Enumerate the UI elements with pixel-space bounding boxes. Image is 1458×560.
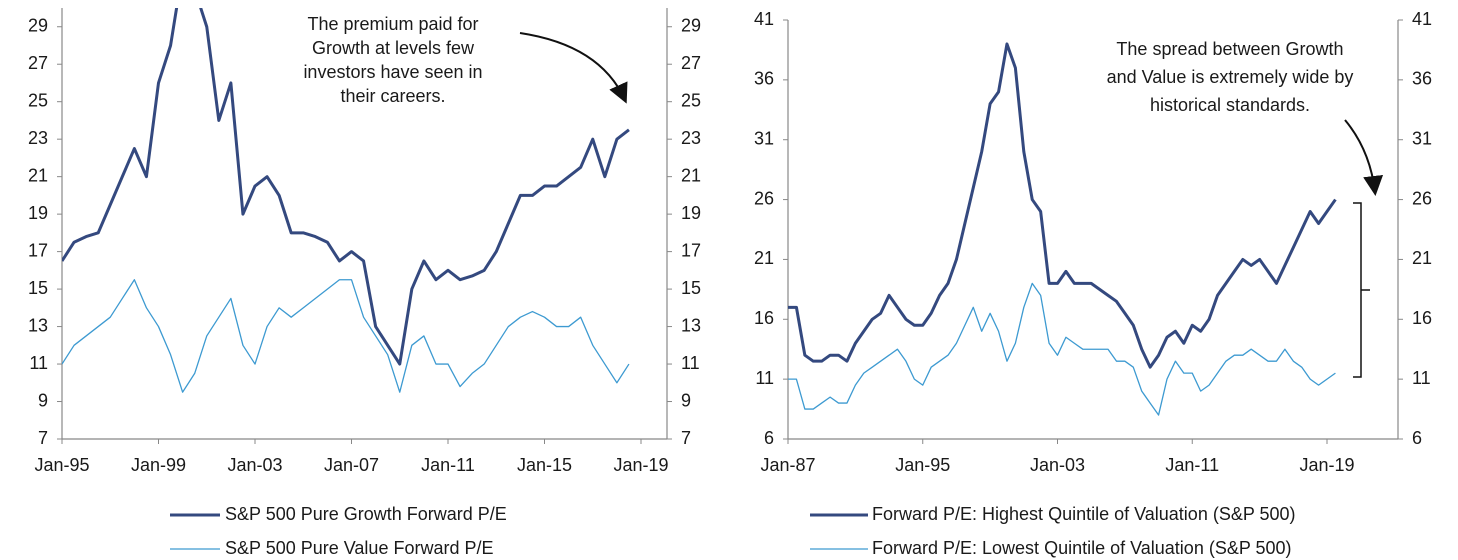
legend-label: S&P 500 Pure Value Forward P/E [225,538,493,558]
x-tick-label: Jan-07 [324,455,379,475]
annotation: investors have seen in [303,62,482,82]
y-tick-label: 41 [754,9,774,29]
y2-tick-label: 31 [1412,128,1432,148]
legend-label: Forward P/E: Lowest Quintile of Valuatio… [872,538,1292,558]
y2-tick-label: 36 [1412,69,1432,89]
y2-tick-label: 11 [681,353,700,373]
annotation: Growth at levels few [312,38,475,58]
y2-tick-label: 41 [1412,9,1432,29]
x-tick-label: Jan-95 [895,455,950,475]
y-tick-label: 29 [28,15,48,35]
series-line [62,8,630,366]
annotation: The premium paid for [307,14,478,34]
series-line [788,42,1337,369]
y2-tick-label: 21 [1412,248,1432,268]
y-tick-label: 9 [38,390,48,410]
x-tick-label: Jan-11 [421,455,475,475]
y2-tick-label: 29 [681,15,701,35]
spread-bracket [1353,202,1370,378]
y2-tick-label: 25 [681,90,701,110]
y-tick-label: 11 [755,368,774,388]
y2-tick-label: 23 [681,128,701,148]
y-tick-label: 23 [28,128,48,148]
legend-label: S&P 500 Pure Growth Forward P/E [225,504,507,524]
annotation: historical standards. [1150,95,1310,115]
y-tick-label: 11 [29,353,48,373]
x-tick-label: Jan-99 [131,455,186,475]
y2-tick-label: 11 [1412,368,1431,388]
annotation: their careers. [340,86,445,106]
x-tick-label: Jan-15 [517,455,572,475]
y-tick-label: 36 [754,69,774,89]
x-tick-label: Jan-87 [760,455,815,475]
y2-tick-label: 15 [681,278,701,298]
y2-tick-label: 16 [1412,308,1432,328]
x-tick-label: Jan-95 [34,455,89,475]
y-tick-label: 16 [754,308,774,328]
y2-tick-label: 13 [681,315,701,335]
y2-tick-label: 17 [681,240,701,260]
y-tick-label: 19 [28,203,48,223]
y2-tick-label: 21 [681,165,701,185]
x-tick-label: Jan-19 [1299,455,1354,475]
y2-tick-label: 26 [1412,188,1432,208]
x-tick-label: Jan-03 [227,455,282,475]
x-tick-label: Jan-11 [1165,455,1219,475]
y-tick-label: 13 [28,315,48,335]
annotation-arrow [519,32,628,104]
y-tick-label: 7 [38,428,48,448]
y-tick-label: 17 [28,240,48,260]
y-tick-label: 26 [754,188,774,208]
x-tick-label: Jan-03 [1030,455,1085,475]
y2-tick-label: 27 [681,53,701,73]
y-tick-label: 6 [764,428,774,448]
y2-tick-label: 6 [1412,428,1422,448]
annotation-arrow [1344,119,1384,196]
legend-label: Forward P/E: Highest Quintile of Valuati… [872,504,1296,524]
y-tick-label: 27 [28,53,48,73]
y-tick-label: 15 [28,278,48,298]
annotation: The spread between Growth [1116,39,1343,59]
y2-tick-label: 19 [681,203,701,223]
y-tick-label: 21 [28,165,48,185]
y-tick-label: 31 [754,128,774,148]
y-tick-label: 21 [754,248,774,268]
y2-tick-label: 7 [681,428,691,448]
x-tick-label: Jan-19 [613,455,668,475]
y2-tick-label: 9 [681,390,691,410]
annotation: and Value is extremely wide by [1107,67,1354,87]
y-tick-label: 25 [28,90,48,110]
series-line [788,282,1336,416]
series-line [62,279,630,393]
